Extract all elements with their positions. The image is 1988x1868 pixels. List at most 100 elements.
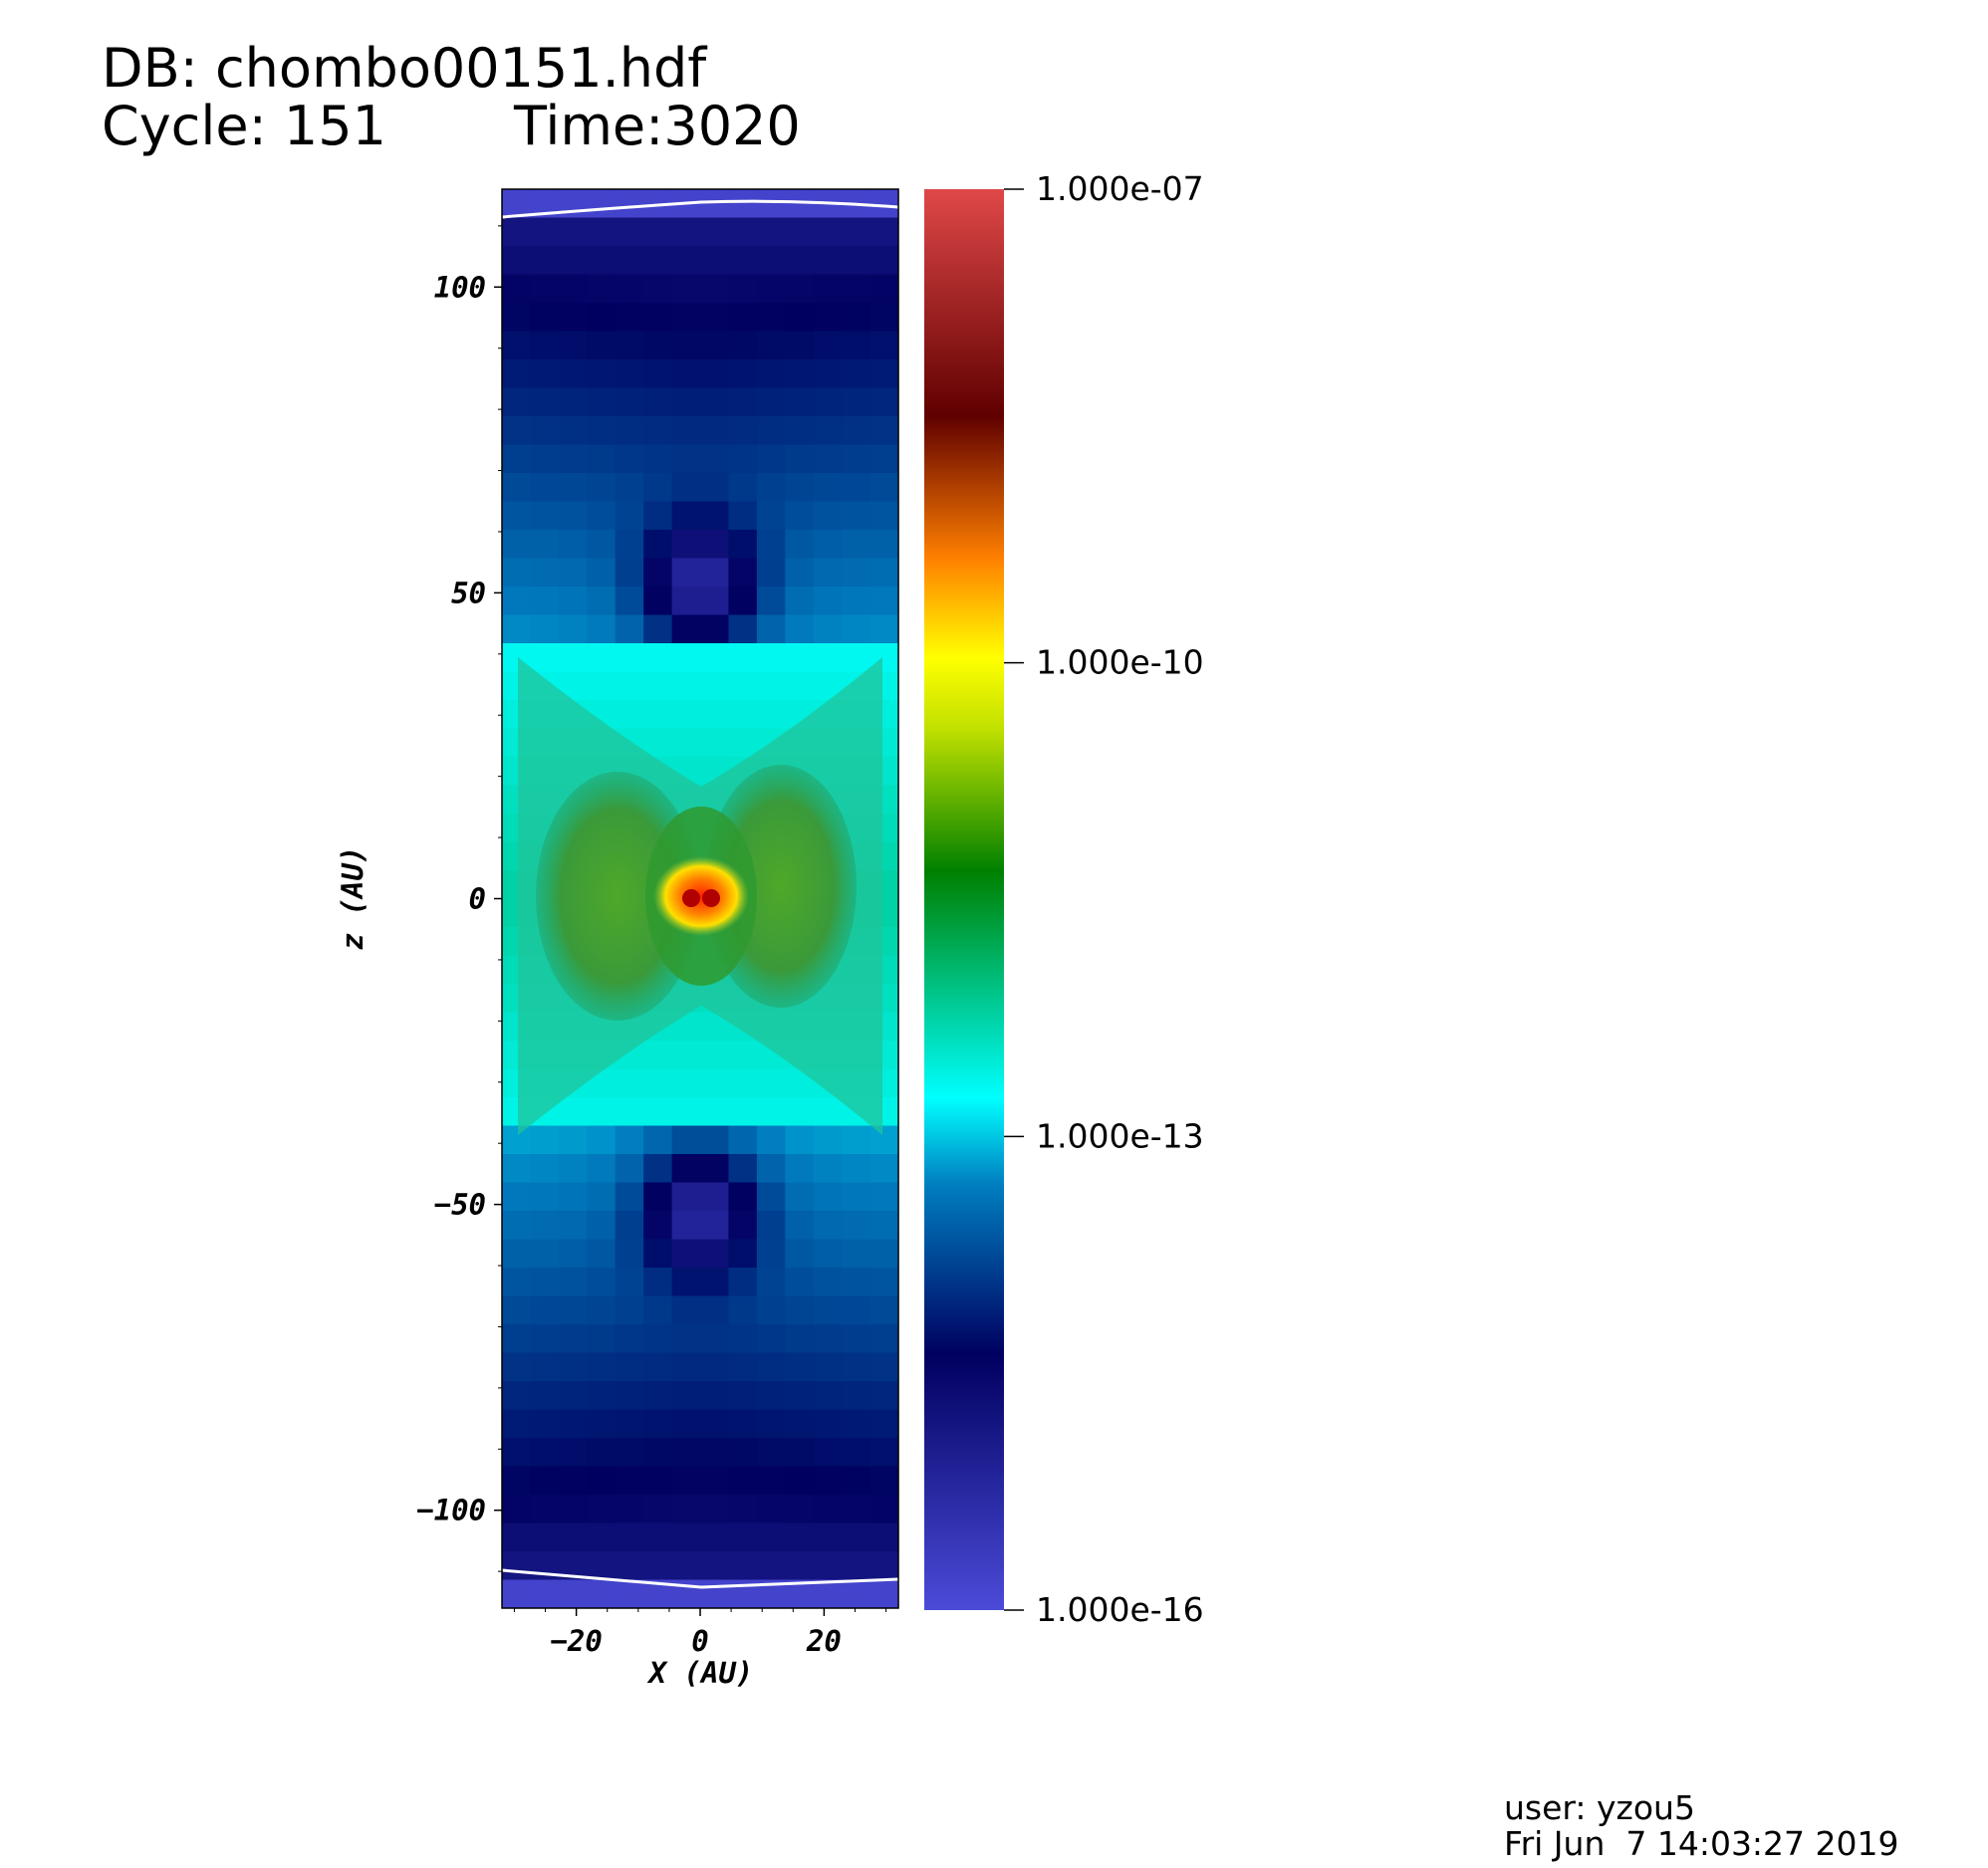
heatmap-cell: [842, 1381, 871, 1411]
heatmap-cell: [728, 1295, 758, 1325]
heatmap-cell: [587, 1495, 617, 1524]
heatmap-cell: [530, 1182, 560, 1212]
heatmap-cell: [587, 671, 617, 701]
heatmap-cell: [842, 331, 871, 360]
heatmap-cell: [671, 331, 701, 360]
heatmap-cell: [502, 1409, 532, 1439]
heatmap-cell: [643, 671, 673, 701]
heatmap-cell: [530, 586, 560, 616]
heatmap-cell: [785, 1409, 815, 1439]
heatmap-cell: [842, 1324, 871, 1354]
heatmap-cell: [615, 274, 644, 304]
contour-bottom: [502, 1568, 898, 1589]
heatmap-cell: [558, 359, 588, 389]
heatmap-cell: [813, 1097, 843, 1127]
heatmap-cell: [756, 558, 786, 587]
heatmap-cell: [643, 1268, 673, 1297]
heatmap-cell: [587, 1522, 617, 1552]
heatmap-cell: [728, 643, 758, 673]
heatmap-cell: [671, 1182, 701, 1212]
heatmap-cell: [530, 614, 560, 644]
heatmap-cell: [842, 1211, 871, 1241]
heatmap-cell: [700, 1466, 730, 1496]
heatmap-cell: [728, 1068, 758, 1098]
heatmap-cell: [756, 189, 786, 219]
heatmap-cell: [671, 1409, 701, 1439]
heatmap-cell: [643, 444, 673, 474]
heatmap-cell: [870, 246, 898, 276]
heatmap-cell: [587, 558, 617, 587]
heatmap-cell: [643, 1239, 673, 1269]
heatmap-cell: [615, 303, 644, 333]
heatmap-cell: [587, 1466, 617, 1496]
heatmap-cell: [728, 530, 758, 560]
heatmap-cell: [671, 1522, 701, 1552]
heatmap-cell: [870, 217, 898, 247]
date-label: Fri Jun 7 14:03:27 2019: [1504, 1824, 1899, 1863]
colorbar-tick-label: 1.000e-16: [1036, 1590, 1204, 1629]
heatmap-cell: [728, 1041, 758, 1070]
heatmap-cell: [700, 1041, 730, 1070]
heatmap-cell: [587, 1381, 617, 1411]
heatmap-cell: [700, 1268, 730, 1297]
heatmap-cell: [615, 416, 644, 446]
heatmap-cell: [756, 671, 786, 701]
heatmap-cell: [615, 558, 644, 587]
heatmap-cell: [587, 303, 617, 333]
x-tick-label: −20: [550, 1624, 602, 1658]
heatmap-cell: [643, 1352, 673, 1382]
heatmap-cell: [728, 1551, 758, 1581]
heatmap-cell: [700, 586, 730, 616]
heatmap-cell: [643, 614, 673, 644]
heatmap-cell: [756, 586, 786, 616]
heatmap-cell: [671, 444, 701, 474]
heatmap-cell: [615, 473, 644, 503]
heatmap-cell: [728, 1352, 758, 1382]
heatmap-cell: [756, 1551, 786, 1581]
heatmap-cell: [728, 1438, 758, 1468]
heatmap-cell: [728, 728, 758, 758]
heatmap-cell: [530, 1239, 560, 1269]
heatmap-cell: [756, 530, 786, 560]
heatmap-cell: [728, 1466, 758, 1496]
heatmap-cell: [728, 1182, 758, 1212]
heatmap-cell: [502, 586, 532, 616]
heatmap-cell: [785, 643, 815, 673]
heatmap-cell: [700, 501, 730, 531]
heatmap-cell: [785, 387, 815, 417]
heatmap-cell: [842, 1352, 871, 1382]
heatmap-cell: [558, 1522, 588, 1552]
heatmap-cell: [842, 530, 871, 560]
heatmap-cell: [842, 1551, 871, 1581]
heatmap-cell: [530, 246, 560, 276]
heatmap-cell: [587, 331, 617, 360]
heatmap-cell: [502, 359, 532, 389]
heatmap-cell: [530, 1381, 560, 1411]
heatmap-cell: [502, 1522, 532, 1552]
heatmap-cell: [785, 1154, 815, 1184]
y-tick-label: 100: [434, 270, 486, 304]
heatmap-cell: [502, 1154, 532, 1184]
heatmap-cell: [643, 1495, 673, 1524]
heatmap-cell: [530, 1295, 560, 1325]
heatmap-cell: [671, 1268, 701, 1297]
heatmap-cell: [643, 1295, 673, 1325]
heatmap-cell: [728, 1324, 758, 1354]
heatmap-cell: [785, 614, 815, 644]
heatmap-cell: [643, 246, 673, 276]
heatmap-cell: [558, 274, 588, 304]
heatmap-cell: [558, 1097, 588, 1127]
heatmap-cell: [671, 643, 701, 673]
heatmap-cell: [756, 1466, 786, 1496]
heatmap-cell: [558, 303, 588, 333]
heatmap-cell: [615, 331, 644, 360]
core-left-spot: [682, 889, 700, 907]
heatmap-cell: [813, 416, 843, 446]
heatmap-cell: [813, 1438, 843, 1468]
heatmap-cell: [870, 1154, 898, 1184]
heatmap-cell: [870, 501, 898, 531]
heatmap-cell: [502, 444, 532, 474]
heatmap-cell: [671, 359, 701, 389]
heatmap-cell: [756, 387, 786, 417]
heatmap-cell: [870, 473, 898, 503]
